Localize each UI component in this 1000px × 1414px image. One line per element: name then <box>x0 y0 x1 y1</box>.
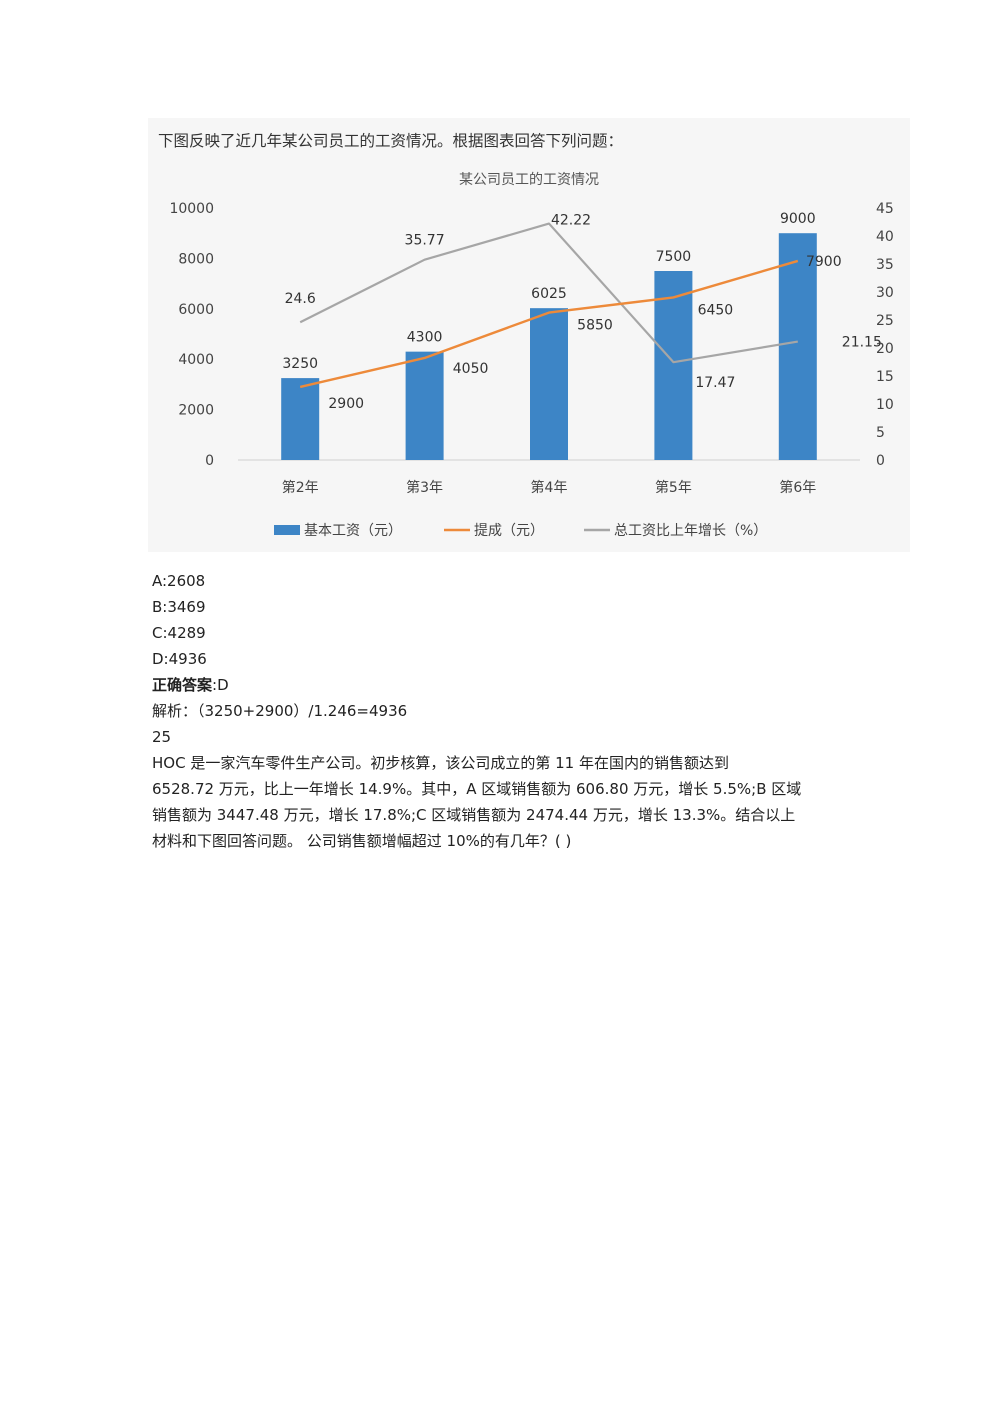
growth-label-3: 17.47 <box>695 375 735 391</box>
right-axis-tick-8: 40 <box>876 229 894 245</box>
left-axis-tick-0: 0 <box>205 453 214 469</box>
option-a: A:2608 <box>152 572 206 590</box>
left-axis-tick-5: 10000 <box>169 201 214 217</box>
category-label-0: 第2年 <box>282 479 319 496</box>
line-growth-pct <box>299 222 798 364</box>
growth-label-2: 42.22 <box>551 213 591 229</box>
wage-chart: 下图反映了近几年某公司员工的工资情况。根据图表回答下列问题： 某公司员工的工资情… <box>158 132 894 539</box>
commission-label-0: 2900 <box>328 396 364 412</box>
legend-label-base-salary: 基本工资（元） <box>304 522 402 539</box>
legend-label-growth: 总工资比上年增长（%） <box>614 523 767 539</box>
right-axis-tick-0: 0 <box>876 453 885 469</box>
question-number: 25 <box>152 728 172 746</box>
next-question-line-4: 材料和下图回答问题。 公司销售额增幅超过 10%的有几年？( ) <box>152 832 572 850</box>
commission-label-3: 6450 <box>698 302 734 318</box>
bar-label-1: 4300 <box>407 330 443 346</box>
answer-label: 正确答案 <box>152 676 213 694</box>
right-axis-tick-9: 45 <box>876 201 894 217</box>
growth-label-0: 24.6 <box>285 291 316 307</box>
bar-base-salary-2 <box>530 308 568 460</box>
analysis-text: 解析：（3250+2900）/1.246=4936 <box>152 702 408 720</box>
growth-label-1: 35.77 <box>405 233 445 249</box>
left-axis-tick-1: 2000 <box>178 403 214 419</box>
bar-base-salary-0 <box>281 378 320 460</box>
legend-swatch-base-salary <box>274 525 300 535</box>
option-d: D:4936 <box>152 650 207 668</box>
bar-label-4: 9000 <box>780 211 816 227</box>
next-question-line-1: HOC 是一家汽车零件生产公司。初步核算，该公司成立的第 11 年在国内的销售额… <box>152 754 729 772</box>
line-commission <box>299 259 799 389</box>
bar-base-salary-1 <box>405 351 444 460</box>
left-axis-tick-4: 8000 <box>178 251 214 267</box>
legend-label-commission: 提成（元） <box>474 523 544 539</box>
intro-text: 下图反映了近几年某公司员工的工资情况。根据图表回答下列问题： <box>158 132 623 150</box>
chart-figure: 下图反映了近几年某公司员工的工资情况。根据图表回答下列问题： 某公司员工的工资情… <box>148 118 910 552</box>
chart-title: 某公司员工的工资情况 <box>459 172 599 188</box>
category-label-2: 第4年 <box>531 479 568 496</box>
option-c: C:4289 <box>152 624 206 642</box>
bar-label-2: 6025 <box>531 286 567 302</box>
commission-label-4: 7900 <box>806 254 842 270</box>
left-axis-tick-3: 6000 <box>178 302 214 318</box>
category-label-4: 第6年 <box>779 479 816 496</box>
next-question-line-3: 销售额为 3447.48 万元，增长 17.8%;C 区域销售额为 2474.4… <box>152 806 796 824</box>
right-axis-tick-1: 5 <box>876 425 885 441</box>
right-axis-tick-3: 15 <box>876 369 894 385</box>
answer-line: 正确答案:D <box>152 672 852 698</box>
right-axis-tick-6: 30 <box>876 285 894 301</box>
right-axis-tick-2: 10 <box>876 397 894 413</box>
commission-label-2: 5850 <box>577 318 613 334</box>
category-label-3: 第5年 <box>655 479 692 496</box>
next-question-line-2: 6528.72 万元，比上一年增长 14.9%。其中，A 区域销售额为 606.… <box>152 780 802 798</box>
option-b: B:3469 <box>152 598 206 616</box>
right-axis-tick-5: 25 <box>876 313 894 329</box>
left-axis-tick-2: 4000 <box>178 352 214 368</box>
right-axis-tick-7: 35 <box>876 257 894 273</box>
category-label-1: 第3年 <box>406 479 443 496</box>
commission-label-1: 4050 <box>453 361 489 377</box>
bar-label-0: 3250 <box>282 356 318 372</box>
right-axis-tick-4: 20 <box>876 341 894 357</box>
growth-label-4: 21.15 <box>842 335 882 351</box>
bar-base-salary-4 <box>778 233 817 460</box>
bar-label-3: 7500 <box>656 249 692 265</box>
answer-value: :D <box>212 676 229 694</box>
question-block: A:2608 B:3469 C:4289 D:4936 正确答案:D 解析：（3… <box>152 568 852 854</box>
bar-base-salary-3 <box>654 271 693 460</box>
